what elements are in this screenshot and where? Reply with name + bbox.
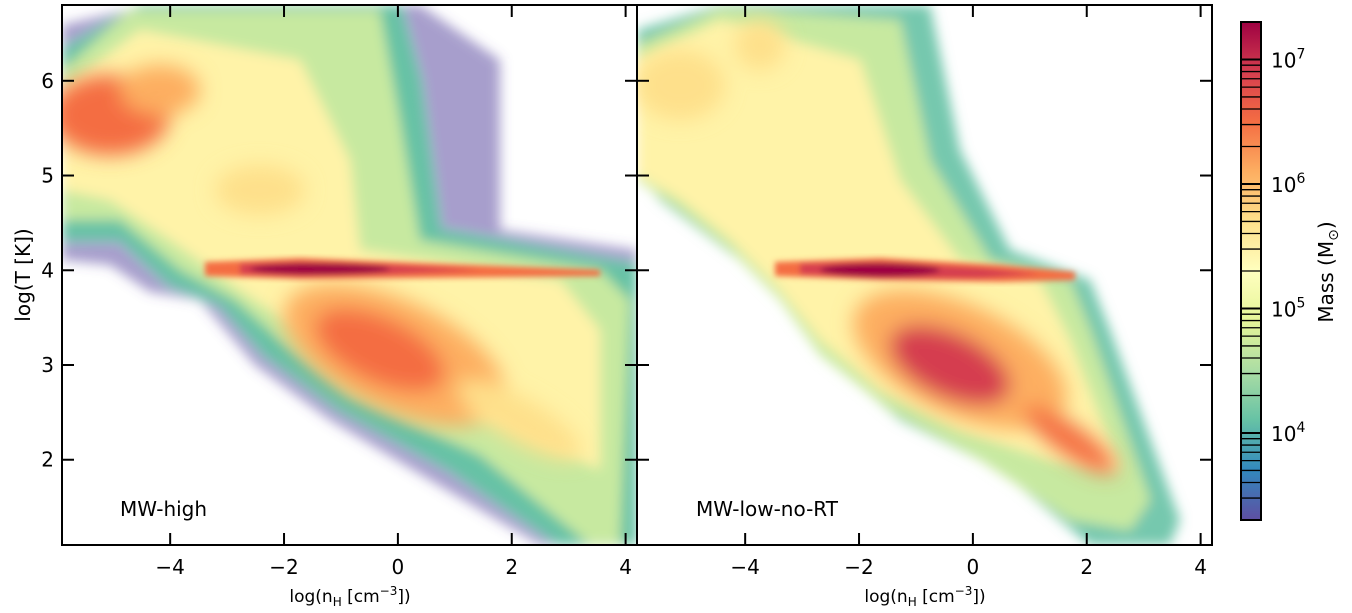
- x-tick-label: 0: [392, 555, 405, 579]
- colorbar-tick-label: 105: [1271, 295, 1305, 321]
- x-tick-label: −4: [155, 555, 184, 579]
- y-tick-label: 2: [41, 448, 54, 472]
- colorbar-label: Mass (M⊙): [1314, 221, 1342, 322]
- x-axis-label-left: log(nH [cm−3]): [289, 584, 410, 609]
- colorbar-frame: [1240, 21, 1262, 521]
- x-tick-label: 2: [1080, 555, 1093, 579]
- heatmap-mw-high: [62, 5, 637, 545]
- y-tick-label: 4: [41, 258, 54, 282]
- x-tick-label: −2: [844, 555, 873, 579]
- colorbar-tick-label: 106: [1271, 171, 1305, 197]
- panel-label-mw-low-no-rt: MW-low-no-RT: [696, 497, 839, 521]
- axes-frame-right: [636, 4, 1213, 546]
- y-tick-label: 5: [41, 164, 54, 188]
- x-tick-label: 0: [967, 555, 980, 579]
- colorbar-tick-label: 104: [1271, 420, 1305, 446]
- colorbar-tick-label: 107: [1271, 46, 1305, 72]
- x-tick-label: 4: [619, 555, 632, 579]
- heatmap-mw-low-no-rt: [637, 5, 1180, 545]
- y-tick-label: 6: [41, 69, 54, 93]
- x-axis-label-right: log(nH [cm−3]): [864, 584, 985, 609]
- x-tick-label: 2: [505, 555, 518, 579]
- x-tick-label: −2: [269, 555, 298, 579]
- panel-label-mw-high: MW-high: [120, 497, 207, 521]
- y-axis-label: log(T [K]): [11, 228, 35, 321]
- colorbar: 104 105 106 107 Mass (M⊙): [1240, 21, 1342, 521]
- y-tick-label: 3: [41, 353, 54, 377]
- x-tick-label: 4: [1194, 555, 1207, 579]
- x-tick-label: −4: [730, 555, 759, 579]
